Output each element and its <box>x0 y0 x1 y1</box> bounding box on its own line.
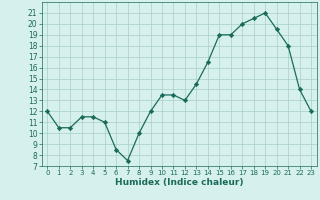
X-axis label: Humidex (Indice chaleur): Humidex (Indice chaleur) <box>115 178 244 187</box>
